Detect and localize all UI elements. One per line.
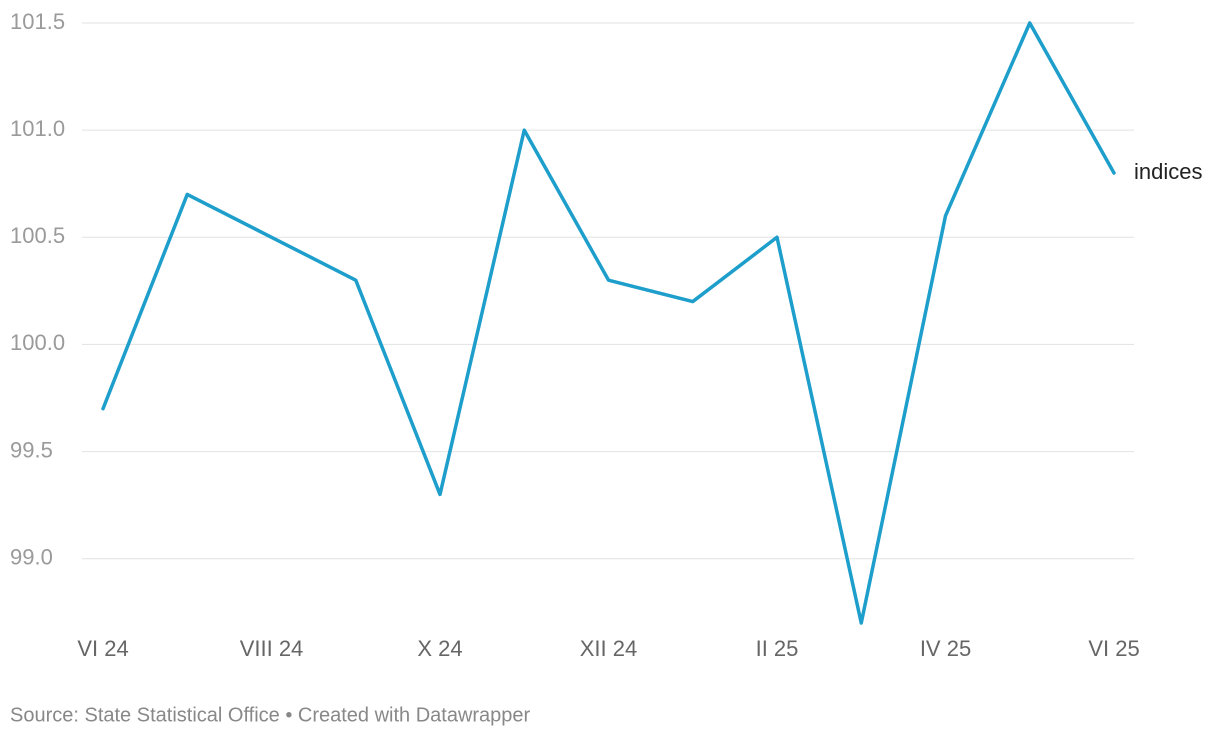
data-line (101, 21, 1116, 625)
series-label: indices (1134, 159, 1202, 184)
y-tick-label: 100.0 (10, 330, 65, 355)
x-tick-label: VIII 24 (240, 636, 304, 661)
y-tick-label: 100.5 (10, 223, 65, 248)
y-tick-label: 99.5 (10, 437, 53, 462)
y-tick-label: 99.0 (10, 545, 53, 570)
x-tick-label: XII 24 (580, 636, 637, 661)
x-tick-label: X 24 (417, 636, 462, 661)
y-tick-label: 101.0 (10, 116, 65, 141)
x-tick-label: II 25 (756, 636, 799, 661)
x-tick-label: VI 24 (77, 636, 128, 661)
x-tick-label: VI 25 (1088, 636, 1139, 661)
y-tick-label: 101.5 (10, 9, 65, 34)
x-tick-label: IV 25 (920, 636, 971, 661)
source-note: Source: State Statistical Office • Creat… (10, 704, 531, 726)
